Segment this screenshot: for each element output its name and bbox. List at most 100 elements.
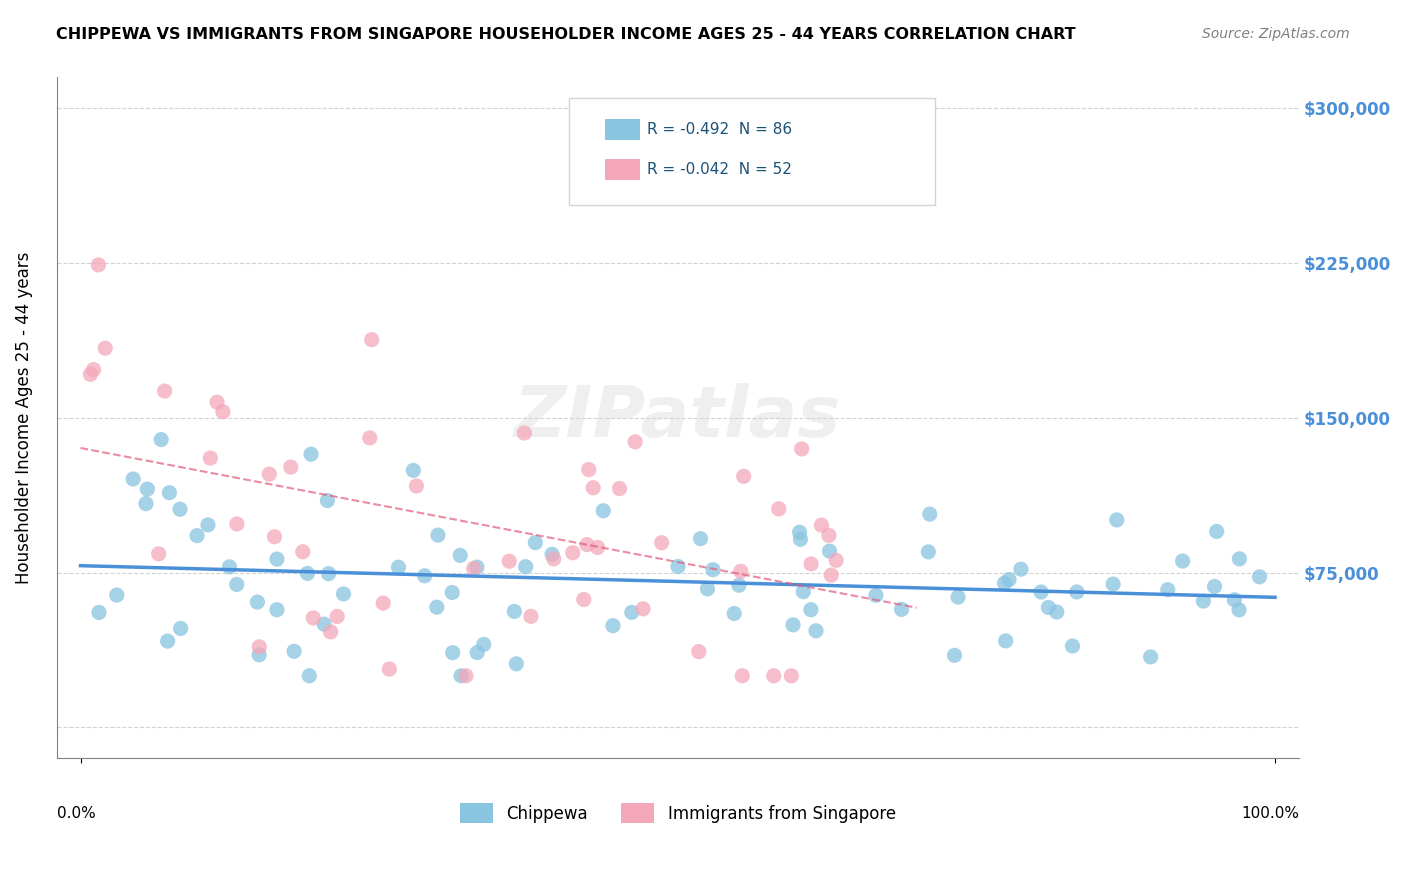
Immigrants from Singapore [543, 552, 565, 566]
Chippewa [865, 588, 887, 602]
Immigrants from Singapore [373, 596, 395, 610]
Immigrants from Singapore [79, 368, 101, 382]
Immigrants from Singapore [780, 669, 803, 683]
Text: R = -0.492  N = 86: R = -0.492 N = 86 [647, 122, 792, 136]
Immigrants from Singapore [405, 479, 427, 493]
Immigrants from Singapore [360, 333, 382, 347]
Chippewa [515, 559, 537, 574]
Chippewa [818, 544, 841, 558]
Chippewa [186, 528, 208, 542]
Chippewa [1205, 524, 1227, 539]
Chippewa [505, 657, 527, 671]
Immigrants from Singapore [768, 501, 790, 516]
Immigrants from Singapore [148, 547, 170, 561]
Chippewa [1227, 603, 1250, 617]
Immigrants from Singapore [733, 469, 755, 483]
Chippewa [994, 633, 1017, 648]
Chippewa [789, 525, 811, 540]
Chippewa [728, 578, 751, 592]
Chippewa [441, 646, 464, 660]
Chippewa [1249, 570, 1271, 584]
Immigrants from Singapore [561, 546, 583, 560]
Chippewa [620, 606, 643, 620]
Chippewa [169, 622, 191, 636]
Immigrants from Singapore [730, 564, 752, 578]
Chippewa [105, 588, 128, 602]
Immigrants from Singapore [800, 557, 823, 571]
Chippewa [122, 472, 145, 486]
Immigrants from Singapore [572, 592, 595, 607]
Immigrants from Singapore [291, 545, 314, 559]
Chippewa [1229, 552, 1251, 566]
Immigrants from Singapore [810, 518, 832, 533]
Immigrants from Singapore [651, 535, 673, 549]
Chippewa [297, 566, 319, 581]
Immigrants from Singapore [94, 341, 117, 355]
Chippewa [1223, 592, 1246, 607]
Immigrants from Singapore [263, 530, 285, 544]
Chippewa [136, 482, 159, 496]
Chippewa [524, 535, 547, 549]
Chippewa [449, 549, 471, 563]
Chippewa [1029, 585, 1052, 599]
Chippewa [723, 607, 745, 621]
Chippewa [800, 603, 823, 617]
Chippewa [135, 497, 157, 511]
Chippewa [316, 493, 339, 508]
Immigrants from Singapore [498, 554, 520, 568]
Chippewa [993, 576, 1015, 591]
Chippewa [225, 577, 247, 591]
Immigrants from Singapore [520, 609, 543, 624]
Immigrants from Singapore [790, 442, 813, 456]
Chippewa [1066, 585, 1088, 599]
Immigrants from Singapore [225, 516, 247, 531]
Chippewa [541, 547, 564, 561]
Chippewa [1171, 554, 1194, 568]
Immigrants from Singapore [575, 538, 598, 552]
Chippewa [413, 569, 436, 583]
Chippewa [441, 585, 464, 599]
Immigrants from Singapore [582, 481, 605, 495]
Chippewa [298, 669, 321, 683]
Immigrants from Singapore [688, 645, 710, 659]
Immigrants from Singapore [302, 611, 325, 625]
Chippewa [450, 669, 472, 683]
Immigrants from Singapore [153, 384, 176, 398]
Text: CHIPPEWA VS IMMIGRANTS FROM SINGAPORE HOUSEHOLDER INCOME AGES 25 - 44 YEARS CORR: CHIPPEWA VS IMMIGRANTS FROM SINGAPORE HO… [56, 27, 1076, 42]
Chippewa [1192, 594, 1215, 608]
Chippewa [602, 618, 624, 632]
Text: 100.0%: 100.0% [1241, 806, 1299, 821]
Chippewa [1105, 513, 1128, 527]
Chippewa [266, 603, 288, 617]
Chippewa [266, 552, 288, 566]
Immigrants from Singapore [205, 395, 228, 409]
Chippewa [918, 507, 941, 521]
Immigrants from Singapore [631, 602, 654, 616]
Immigrants from Singapore [319, 624, 342, 639]
Immigrants from Singapore [624, 434, 647, 449]
Immigrants from Singapore [280, 460, 302, 475]
Chippewa [156, 634, 179, 648]
Chippewa [150, 433, 173, 447]
Y-axis label: Householder Income Ages 25 - 44 years: Householder Income Ages 25 - 44 years [15, 252, 32, 584]
Chippewa [1157, 582, 1180, 597]
Chippewa [702, 563, 724, 577]
Chippewa [1102, 577, 1125, 591]
Chippewa [804, 624, 827, 638]
Immigrants from Singapore [247, 640, 270, 654]
Text: ZIPatlas: ZIPatlas [515, 384, 841, 452]
Chippewa [299, 447, 322, 461]
Chippewa [314, 617, 336, 632]
Chippewa [1139, 649, 1161, 664]
Chippewa [1046, 605, 1069, 619]
Immigrants from Singapore [731, 669, 754, 683]
Chippewa [503, 604, 526, 618]
Chippewa [332, 587, 354, 601]
Text: R = -0.042  N = 52: R = -0.042 N = 52 [647, 162, 792, 177]
Immigrants from Singapore [378, 662, 401, 676]
Chippewa [465, 646, 488, 660]
Immigrants from Singapore [820, 568, 842, 582]
Immigrants from Singapore [762, 669, 785, 683]
Chippewa [998, 573, 1021, 587]
Immigrants from Singapore [609, 482, 631, 496]
